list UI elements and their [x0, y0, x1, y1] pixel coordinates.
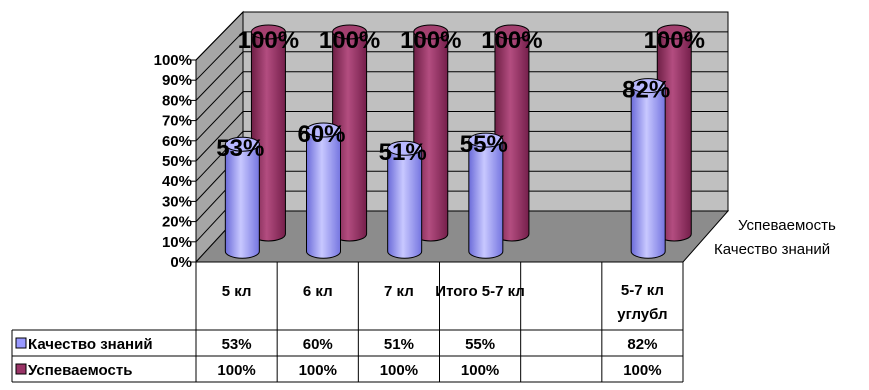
data-label-s1: 82%	[622, 77, 670, 104]
legend-key	[16, 364, 26, 374]
y-tick-label: 80%	[162, 92, 192, 109]
depth-label-series-1: Качество знаний	[714, 241, 830, 258]
y-tick-label: 100%	[154, 52, 192, 69]
table-cell: 100%	[623, 362, 661, 379]
table-cell: 100%	[217, 362, 255, 379]
table-cell: 100%	[461, 362, 499, 379]
legend-key	[16, 338, 26, 348]
legend-label: Качество знаний	[28, 336, 153, 353]
y-tick-label: 20%	[162, 214, 192, 231]
category-label: Итого 5-7 кл	[435, 283, 525, 300]
data-label-s2: 100%	[481, 27, 542, 54]
depth-label-series-2: Успеваемость	[738, 217, 836, 234]
y-tick-label: 0%	[170, 254, 192, 271]
category-label: 5 кл	[222, 283, 252, 300]
data-label-s1: 60%	[297, 121, 345, 148]
data-label-s1: 53%	[216, 135, 264, 162]
data-label-s1: 51%	[379, 139, 427, 166]
table-cell: 55%	[465, 336, 495, 353]
y-tick-label: 30%	[162, 193, 192, 210]
y-tick-label: 10%	[162, 234, 192, 251]
table-cell: 100%	[299, 362, 337, 379]
bar-s1-body	[631, 86, 665, 259]
legend-label: Успеваемость	[28, 362, 132, 379]
y-tick-label: 60%	[162, 133, 192, 150]
table-cell: 82%	[627, 336, 657, 353]
data-label-s2: 100%	[400, 27, 461, 54]
data-label-s2: 100%	[238, 27, 299, 54]
table-cell: 60%	[303, 336, 333, 353]
data-label-s1: 55%	[460, 131, 508, 158]
table-cell: 53%	[222, 336, 252, 353]
table-cell: 51%	[384, 336, 414, 353]
data-table: 5 кл 6 кл 7 кл Итого 5-7 кл 5-7 кл углубл Каче…	[12, 262, 683, 382]
bar-s1-body	[307, 130, 341, 258]
y-tick-label: 90%	[162, 72, 192, 89]
y-tick-label: 70%	[162, 113, 192, 130]
data-label-s2: 100%	[644, 27, 705, 54]
table-cell: 100%	[380, 362, 418, 379]
bar-s1	[631, 79, 665, 259]
category-label: 5-7 кл	[621, 282, 664, 299]
category-label: 6 кл	[303, 283, 333, 300]
data-label-s2: 100%	[319, 27, 380, 54]
y-tick-label: 40%	[162, 173, 192, 190]
category-label: 7 кл	[384, 283, 414, 300]
y-tick-label: 50%	[162, 153, 192, 170]
category-label: углубл	[617, 306, 667, 323]
